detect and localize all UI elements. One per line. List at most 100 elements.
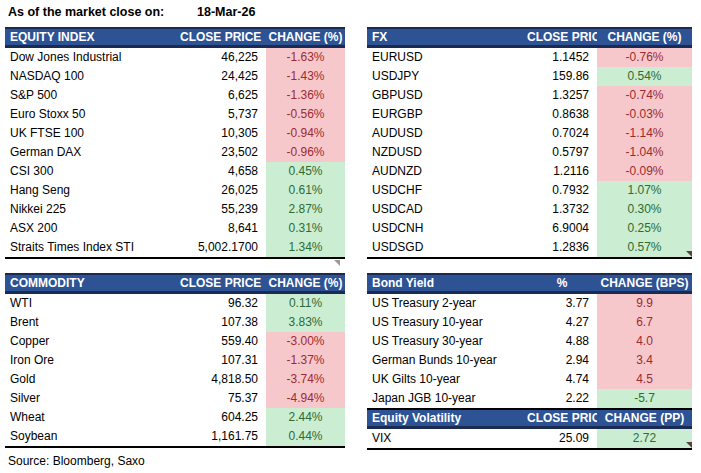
change-value: 3.83% (266, 313, 345, 332)
close-price-value: 2.22 (527, 389, 597, 408)
change-value: 0.30% (597, 200, 692, 219)
close-price-value: 1.2836 (527, 238, 597, 257)
close-price-value: 96.32 (180, 294, 266, 313)
close-price-value: 0.7932 (527, 181, 597, 200)
table-row: CSI 3004,6580.45% (5, 162, 345, 181)
change-value: -1.36% (266, 86, 345, 105)
table-row: USDCHF0.79321.07% (367, 181, 692, 200)
instrument-label: NASDAQ 100 (5, 67, 180, 86)
column-header-close-price: CLOSE PRICE (180, 275, 266, 291)
column-header-percent: % (527, 275, 597, 291)
change-value: -0.94% (266, 124, 345, 143)
close-price-value: 25.09 (527, 429, 597, 448)
table-row: Euro Stoxx 505,737-0.56% (5, 105, 345, 124)
close-price-value: 107.31 (180, 351, 266, 370)
instrument-label: AUDUSD (367, 124, 527, 143)
instrument-label: USDCAD (367, 200, 527, 219)
close-price-value: 4,658 (180, 162, 266, 181)
table-row: Japan JGB 10-year2.22-5.7 (367, 389, 692, 408)
change-value: -0.09% (597, 162, 692, 181)
change-value: 0.45% (266, 162, 345, 181)
change-value: -3.00% (266, 332, 345, 351)
table-row: Copper559.40-3.00% (5, 332, 345, 351)
change-value: -1.43% (266, 67, 345, 86)
close-price-value: 4.27 (527, 313, 597, 332)
instrument-label: German Bunds 10-year (367, 351, 527, 370)
close-price-value: 6.9004 (527, 219, 597, 238)
close-price-value: 1.3257 (527, 86, 597, 105)
table-row: Dow Jones Industrial46,225-1.63% (5, 48, 345, 67)
table-row: EURUSD1.1452-0.76% (367, 48, 692, 67)
equity-volatility-header: Equity Volatility CLOSE PRICE CHANGE (PP… (367, 410, 692, 429)
table-row: USDCNH6.90040.25% (367, 219, 692, 238)
change-value: 0.31% (266, 219, 345, 238)
column-header-change: CHANGE (BPS) (597, 275, 692, 291)
change-value: 0.44% (266, 427, 345, 446)
table-row: US Treasury 30-year4.884.0 (367, 332, 692, 351)
table-row: S&P 5006,625-1.36% (5, 86, 345, 105)
close-price-value: 0.8638 (527, 105, 597, 124)
close-price-value: 5,002.1700 (180, 238, 266, 257)
column-header-change: CHANGE (%) (266, 275, 345, 291)
close-price-value: 10,305 (180, 124, 266, 143)
column-header-name: FX (367, 29, 527, 45)
table-row: Gold4,818.50-3.74% (5, 370, 345, 389)
as-of-date: 18-Mar-26 (197, 5, 255, 19)
instrument-label: US Treasury 30-year (367, 332, 527, 351)
commodity-rows: WTI96.320.11%Brent107.383.83%Copper559.4… (5, 294, 345, 446)
table-row: German Bunds 10-year2.943.4 (367, 351, 692, 370)
close-price-value: 4.74 (527, 370, 597, 389)
change-value: 1.34% (266, 238, 345, 257)
change-value: -0.56% (266, 105, 345, 124)
close-price-value: 5,737 (180, 105, 266, 124)
instrument-label: US Treasury 2-year (367, 294, 527, 313)
close-price-value: 8,641 (180, 219, 266, 238)
change-value: -0.76% (597, 48, 692, 67)
table-row: Soybean1,161.750.44% (5, 427, 345, 446)
instrument-label: AUDNZD (367, 162, 527, 181)
change-value: -0.03% (597, 105, 692, 124)
change-value: -1.37% (266, 351, 345, 370)
instrument-label: UK Gilts 10-year (367, 370, 527, 389)
close-price-value: 24,425 (180, 67, 266, 86)
bond-yield-header: Bond Yield % CHANGE (BPS) (367, 273, 692, 294)
close-price-value: 1.1452 (527, 48, 597, 67)
close-price-value: 1.3732 (527, 200, 597, 219)
bond-yield-rows: US Treasury 2-year3.779.9US Treasury 10-… (367, 294, 692, 408)
instrument-label: Soybean (5, 427, 180, 446)
table-row: Hang Seng26,0250.61% (5, 181, 345, 200)
column-header-change: CHANGE (%) (597, 29, 692, 45)
column-header-close-price: CLOSE PRICE (527, 410, 597, 426)
column-header-name: EQUITY INDEX (5, 29, 180, 45)
close-price-value: 6,625 (180, 86, 266, 105)
column-header-name: COMMODITY (5, 275, 180, 291)
table-row: Straits Times Index STI5,002.17001.34% (5, 238, 345, 257)
table-row: USDCAD1.37320.30% (367, 200, 692, 219)
instrument-label: German DAX (5, 143, 180, 162)
instrument-label: Brent (5, 313, 180, 332)
change-value: 2.72 (597, 429, 692, 448)
instrument-label: USDJPY (367, 67, 527, 86)
table-row: USDJPY159.860.54% (367, 67, 692, 86)
instrument-label: USDCHF (367, 181, 527, 200)
change-value: -1.04% (597, 143, 692, 162)
close-price-value: 604.25 (180, 408, 266, 427)
commodity-table: COMMODITY CLOSE PRICE CHANGE (%) WTI96.3… (5, 273, 345, 448)
instrument-label: Gold (5, 370, 180, 389)
close-price-value: 2.94 (527, 351, 597, 370)
instrument-label: Iron Ore (5, 351, 180, 370)
table-row: USDSGD1.28360.57% (367, 238, 692, 257)
table-row: WTI96.320.11% (5, 294, 345, 313)
instrument-label: US Treasury 10-year (367, 313, 527, 332)
instrument-label: ASX 200 (5, 219, 180, 238)
change-value: 0.57% (597, 238, 692, 257)
change-value: 6.7 (597, 313, 692, 332)
table-row: GBPUSD1.3257-0.74% (367, 86, 692, 105)
instrument-label: NZDUSD (367, 143, 527, 162)
corner-artifact (334, 260, 340, 266)
equity-index-rows: Dow Jones Industrial46,225-1.63%NASDAQ 1… (5, 48, 345, 257)
bond-yield-table: Bond Yield % CHANGE (BPS) US Treasury 2-… (367, 273, 692, 410)
close-price-value: 3.77 (527, 294, 597, 313)
change-value: 0.54% (597, 67, 692, 86)
table-row: Wheat604.252.44% (5, 408, 345, 427)
